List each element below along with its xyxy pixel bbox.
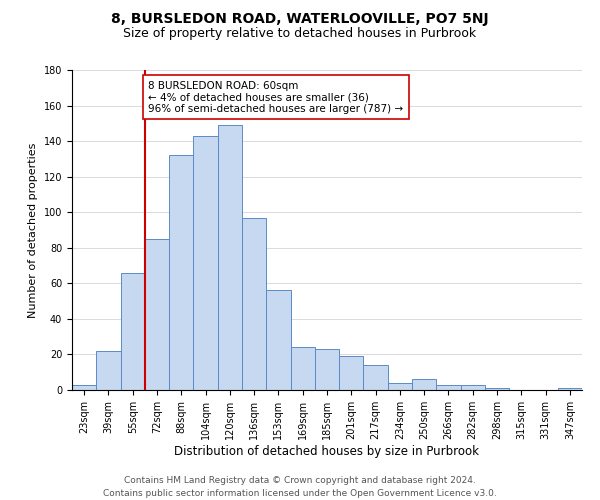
Bar: [388, 383, 412, 390]
Bar: [485, 388, 509, 390]
Y-axis label: Number of detached properties: Number of detached properties: [28, 142, 38, 318]
Bar: [364, 365, 388, 390]
Bar: [169, 156, 193, 390]
Bar: [558, 388, 582, 390]
Bar: [96, 351, 121, 390]
Bar: [412, 380, 436, 390]
Bar: [193, 136, 218, 390]
Bar: [145, 239, 169, 390]
X-axis label: Distribution of detached houses by size in Purbrook: Distribution of detached houses by size …: [175, 444, 479, 458]
Bar: [72, 384, 96, 390]
Bar: [315, 349, 339, 390]
Bar: [339, 356, 364, 390]
Bar: [218, 125, 242, 390]
Text: 8, BURSLEDON ROAD, WATERLOOVILLE, PO7 5NJ: 8, BURSLEDON ROAD, WATERLOOVILLE, PO7 5N…: [111, 12, 489, 26]
Bar: [290, 348, 315, 390]
Text: Size of property relative to detached houses in Purbrook: Size of property relative to detached ho…: [124, 28, 476, 40]
Bar: [461, 384, 485, 390]
Bar: [436, 384, 461, 390]
Bar: [266, 290, 290, 390]
Text: Contains HM Land Registry data © Crown copyright and database right 2024.
Contai: Contains HM Land Registry data © Crown c…: [103, 476, 497, 498]
Text: 8 BURSLEDON ROAD: 60sqm
← 4% of detached houses are smaller (36)
96% of semi-det: 8 BURSLEDON ROAD: 60sqm ← 4% of detached…: [149, 80, 404, 114]
Bar: [242, 218, 266, 390]
Bar: [121, 272, 145, 390]
